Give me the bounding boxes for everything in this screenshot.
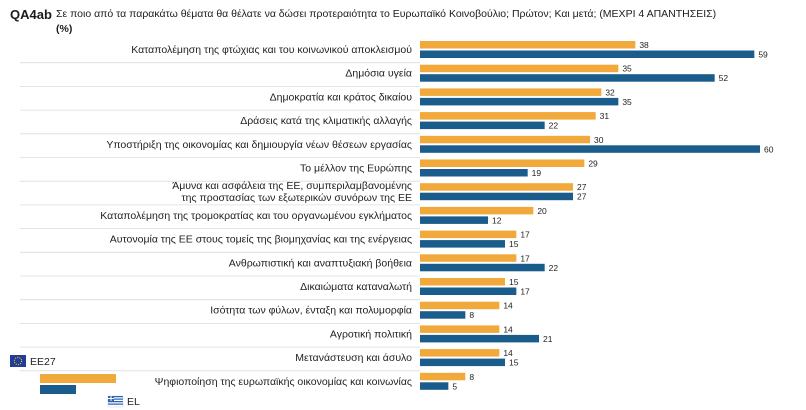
bar-eu27: [420, 325, 500, 333]
bar-eu27: [420, 278, 505, 286]
category-label: Το μέλλον της Ευρώπης: [300, 163, 412, 175]
bar-el: [420, 311, 466, 319]
category-label: Υποστήριξη της οικονομίας και δημιουργία…: [106, 139, 412, 151]
bar-el: [420, 145, 760, 153]
value-label: 17: [520, 287, 530, 297]
bar-el: [420, 334, 539, 343]
bar-eu27: [420, 41, 636, 49]
category-label: Αγροτική πολιτική: [330, 328, 412, 340]
eu-flag-icon: [10, 355, 26, 367]
bar-el: [420, 358, 505, 367]
value-label: 60: [764, 144, 774, 154]
value-label: 15: [509, 277, 519, 287]
category-label: της προστασίας των εξωτερικών συνόρων τη…: [182, 192, 412, 204]
bar-eu27: [420, 349, 500, 357]
bar-el: [420, 121, 545, 130]
category-label: Μετανάστευση και άσυλο: [295, 352, 412, 364]
greek-flag-icon: [107, 395, 124, 408]
value-label: 19: [532, 168, 542, 178]
bar-el: [420, 240, 505, 248]
value-label: 15: [509, 358, 519, 368]
bar-el: [420, 169, 528, 177]
category-label: Δημόσια υγεία: [345, 68, 412, 80]
category-label: Ανθρωπιστική και αναπτυξιακή βοήθεια: [229, 257, 412, 269]
value-label: 12: [492, 215, 502, 225]
bar-eu27: [420, 88, 602, 96]
value-label: 20: [537, 206, 547, 216]
legend-swatch-el: [40, 385, 76, 394]
bar-el: [420, 97, 619, 106]
category-label: Αυτονομία της ΕΕ στους τομείς της βιομηχ…: [110, 234, 412, 246]
value-label: 17: [520, 230, 530, 240]
bar-eu27: [420, 112, 596, 120]
value-label: 27: [577, 182, 587, 192]
bar-eu27: [420, 372, 466, 381]
bar-eu27: [420, 159, 585, 167]
value-label: 35: [622, 97, 632, 107]
value-label: 38: [639, 40, 649, 50]
legend-swatch-eu27: [40, 374, 116, 383]
bar-eu27: [420, 301, 500, 310]
bar-eu27: [420, 230, 517, 239]
value-label: 14: [503, 324, 513, 334]
value-label: 5: [452, 381, 457, 391]
bar-eu27: [420, 183, 573, 191]
bars: [420, 41, 760, 390]
category-label: Ψηφιοποίηση της ευρωπαϊκής οικονομίας κα…: [155, 376, 412, 388]
bar-eu27: [420, 135, 590, 144]
category-label: Δημοκρατία και κράτος δικαίου: [270, 91, 413, 103]
value-label: 22: [549, 121, 559, 131]
category-labels: Καταπολέμηση της φτώχιας και του κοινωνι…: [100, 44, 412, 388]
category-label: Δικαιώματα καταναλωτή: [300, 281, 412, 293]
question-code: QA4ab: [10, 7, 52, 22]
category-label: Καταπολέμηση της φτώχιας και του κοινωνι…: [131, 44, 412, 56]
bar-el: [420, 287, 517, 295]
category-label: Δράσεις κατά της κλιματικής αλλαγής: [240, 115, 412, 127]
bar-el: [420, 74, 715, 82]
value-label: 35: [622, 64, 632, 74]
value-label: 31: [600, 111, 610, 121]
value-label: 15: [509, 239, 519, 249]
legend-label-el: EL: [127, 396, 140, 408]
category-label: Άμυνα και ασφάλεια της ΕΕ, συμπεριλαμβαν…: [172, 180, 412, 192]
bar-el: [420, 192, 573, 201]
value-label: 30: [594, 135, 604, 145]
unit-label: (%): [56, 23, 73, 35]
value-label: 52: [719, 73, 729, 83]
value-label: 21: [543, 334, 553, 344]
bar-eu27: [420, 254, 517, 262]
value-label: 14: [503, 301, 513, 311]
legend: EE27 EL: [10, 355, 140, 408]
value-label: 8: [469, 372, 474, 382]
question-text: Σε ποιο από τα παρακάτω θέματα θα θέλατε…: [56, 8, 717, 20]
category-label: Καταπολέμηση της τρομοκρατίας και του ορ…: [100, 210, 412, 222]
value-label: 14: [503, 348, 513, 358]
value-label: 17: [520, 253, 530, 263]
category-label: Ισότητα των φύλων, ένταξη και πολυμορφία: [210, 305, 412, 317]
row-dividers: [20, 62, 420, 372]
bar-el: [420, 263, 545, 272]
bar-eu27: [420, 206, 534, 215]
bar-eu27: [420, 64, 619, 73]
value-label: 29: [588, 159, 598, 169]
value-labels: 3859355232353122306029192727201217151722…: [452, 40, 773, 391]
value-label: 27: [577, 192, 587, 202]
legend-label-eu27: EE27: [30, 356, 56, 368]
value-label: 32: [605, 87, 615, 97]
bar-el: [420, 216, 488, 224]
bar-el: [420, 382, 449, 390]
value-label: 59: [758, 50, 768, 60]
value-label: 8: [469, 310, 474, 320]
bar-el: [420, 50, 755, 58]
value-label: 22: [549, 263, 559, 273]
